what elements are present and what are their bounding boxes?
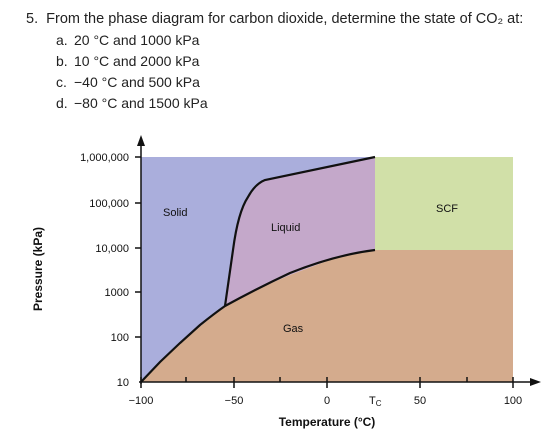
x-tick-labels: −100 −50 0 50 100 <box>129 395 523 407</box>
question-items: a. 20 °C and 1000 kPa b. 10 °C and 2000 kP… <box>26 30 523 114</box>
solid-label: Solid <box>163 207 187 219</box>
gas-region <box>141 250 513 382</box>
y-tick-label: 100,000 <box>89 198 129 210</box>
x-tick-label: −100 <box>129 395 154 407</box>
item-text: −40 °C and 500 kPa <box>74 74 200 90</box>
question-block: 5. From the phase diagram for carbon dio… <box>26 9 523 114</box>
y-tick-label: 10 <box>117 377 129 389</box>
y-tick-label: 1,000,000 <box>80 152 129 164</box>
y-ticks <box>135 156 141 338</box>
question-text: From the phase diagram for carbon dioxid… <box>46 11 524 27</box>
item-text: −80 °C and 1500 kPa <box>74 95 208 111</box>
x-axis-label: Temperature (°C) <box>279 415 376 429</box>
sublimation-vaporization-curve <box>140 248 376 383</box>
y-tick-label: 10,000 <box>95 243 129 255</box>
scf-region <box>375 157 513 250</box>
x-ticks <box>140 377 514 388</box>
item-marker: c. <box>56 74 67 90</box>
gas-label: Gas <box>283 323 304 335</box>
x-tick-label: 50 <box>414 395 426 407</box>
y-tick-label: 1000 <box>105 287 129 299</box>
y-axis-arrow <box>137 135 145 146</box>
item-marker: d. <box>56 95 68 111</box>
item-marker: b. <box>56 53 68 69</box>
liquid-label: Liquid <box>271 222 300 234</box>
liquid-region <box>225 157 375 306</box>
item-text: 10 °C and 2000 kPa <box>74 53 200 69</box>
critical-temp-subscript: C <box>376 399 382 408</box>
x-axis-arrow <box>530 378 541 386</box>
y-tick-labels: 1,000,000 100,000 10,000 1000 100 10 <box>80 152 129 389</box>
question-number: 5. <box>26 11 39 27</box>
item-text: 20 °C and 1000 kPa <box>74 32 200 48</box>
question-item-d: d. −80 °C and 1500 kPa <box>26 93 523 114</box>
question-item-b: b. 10 °C and 2000 kPa <box>26 51 523 72</box>
critical-temp-label: TC <box>369 395 382 408</box>
x-tick-label: 0 <box>324 395 330 407</box>
x-tick-label: 100 <box>504 395 522 407</box>
y-axis-label: Pressure (kPa) <box>31 227 45 311</box>
question-stem: 5. From the phase diagram for carbon dio… <box>26 9 523 30</box>
scf-label: SCF <box>436 203 458 215</box>
y-tick-label: 100 <box>111 332 129 344</box>
x-tick-label: −50 <box>225 395 244 407</box>
melting-curve <box>223 155 376 307</box>
question-item-c: c. −40 °C and 500 kPa <box>26 72 523 93</box>
critical-temp-symbol: T <box>369 395 376 407</box>
question-item-a: a. 20 °C and 1000 kPa <box>26 30 523 51</box>
item-marker: a. <box>56 32 68 48</box>
